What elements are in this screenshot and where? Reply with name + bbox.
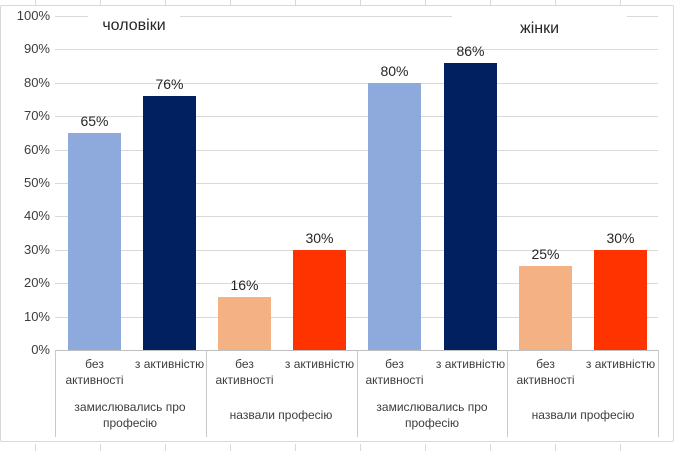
gridline: [55, 116, 658, 117]
bar[interactable]: [519, 266, 572, 350]
gridline: [55, 250, 658, 251]
worksheet-gridline-tick: [100, 0, 101, 5]
worksheet-gridline-tick: [360, 0, 361, 5]
worksheet-gridline-tick: [35, 444, 36, 451]
y-axis-tick-label: 0%: [31, 342, 50, 357]
worksheet-gridline-tick: [165, 0, 166, 5]
gridline: [55, 317, 658, 318]
worksheet-gridline-tick: [490, 444, 491, 451]
bar-value-label: 16%: [230, 277, 259, 293]
y-axis-tick-label: 30%: [23, 242, 50, 257]
bar[interactable]: [594, 250, 647, 350]
bar-category-label: з активністю: [134, 357, 205, 371]
bar-category-label: без активності: [65, 357, 124, 387]
category-separator: [55, 350, 56, 437]
gridline: [55, 16, 658, 17]
worksheet-gridline-tick: [490, 0, 491, 5]
bar-category-label: з активністю: [435, 357, 506, 371]
bar-value-label: 80%: [380, 63, 409, 79]
bar-category-label: без активності: [365, 357, 424, 387]
worksheet-gridline-tick: [555, 0, 556, 5]
gridline: [55, 216, 658, 217]
bar[interactable]: [218, 297, 271, 350]
gridline: [55, 150, 658, 151]
y-axis-tick-label: 40%: [23, 208, 50, 223]
section-title-women[interactable]: жінки: [452, 14, 627, 44]
bar-value-label: 86%: [456, 43, 485, 59]
group-category-label: назвали професію: [531, 408, 635, 422]
y-axis-tick-label: 50%: [23, 175, 50, 190]
bar-value-label: 30%: [606, 230, 635, 246]
category-separator: [357, 350, 358, 437]
bar-category-label: з активністю: [284, 357, 355, 371]
worksheet-gridline-tick: [555, 444, 556, 451]
worksheet-gridline-tick: [230, 0, 231, 5]
category-separator: [658, 350, 659, 437]
bar-value-label: 65%: [80, 113, 109, 129]
y-axis-tick-label: 60%: [23, 142, 50, 157]
gridline: [55, 83, 658, 84]
group-category-label: замислювались про професію: [376, 400, 488, 430]
gridline: [55, 183, 658, 184]
bar-value-label: 30%: [305, 230, 334, 246]
y-axis-tick-label: 90%: [23, 41, 50, 56]
bar[interactable]: [293, 250, 346, 350]
y-axis-tick-label: 80%: [23, 75, 50, 90]
worksheet-gridline-tick: [620, 444, 621, 451]
y-axis-tick-label: 10%: [23, 309, 50, 324]
group-category-label: назвали професію: [229, 408, 333, 422]
worksheet-gridline-tick: [165, 444, 166, 451]
worksheet-gridline-tick: [620, 0, 621, 5]
worksheet-gridline-tick: [425, 444, 426, 451]
bar-category-label: з активністю: [585, 357, 656, 371]
section-title-men[interactable]: чоловіки: [88, 11, 180, 41]
bar-value-label: 25%: [531, 246, 560, 262]
worksheet-gridline-tick: [35, 0, 36, 5]
worksheet-gridline-tick: [295, 0, 296, 5]
group-category-label: замислювались про професію: [74, 400, 186, 430]
category-separator: [507, 350, 508, 437]
y-axis-tick-label: 100%: [16, 8, 50, 23]
bar[interactable]: [368, 83, 421, 350]
y-axis-tick-label: 20%: [23, 275, 50, 290]
y-axis-tick-label: 70%: [23, 108, 50, 123]
bar[interactable]: [68, 133, 121, 350]
worksheet-gridline-tick: [230, 444, 231, 451]
bar[interactable]: [444, 63, 497, 350]
bar-category-label: без активності: [215, 357, 274, 387]
worksheet-gridline-tick: [425, 0, 426, 5]
gridline: [55, 49, 658, 50]
bar[interactable]: [143, 96, 196, 350]
gridline: [55, 283, 658, 284]
bar-value-label: 76%: [155, 76, 184, 92]
bar-category-label: без активності: [516, 357, 575, 387]
worksheet-gridline-tick: [360, 444, 361, 451]
worksheet-gridline-tick: [100, 444, 101, 451]
worksheet-gridline-tick: [295, 444, 296, 451]
category-separator: [206, 350, 207, 437]
